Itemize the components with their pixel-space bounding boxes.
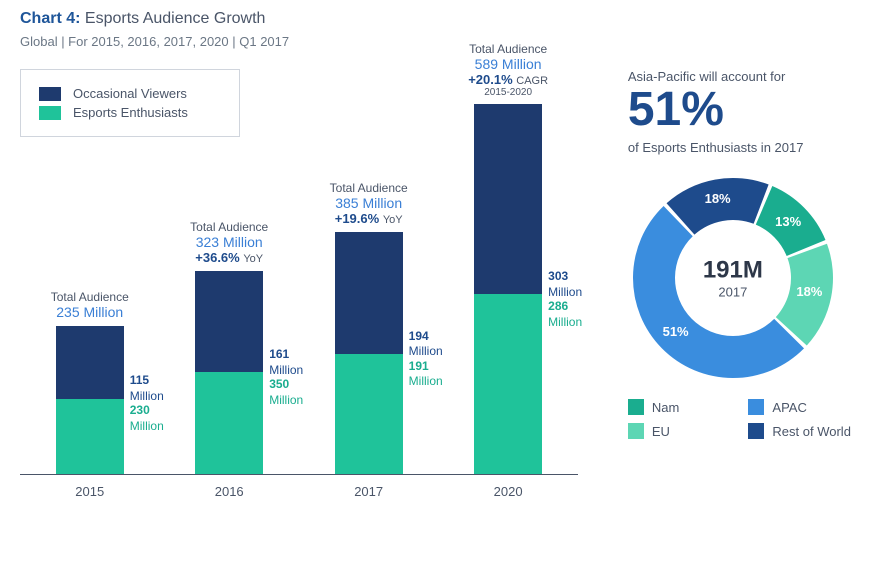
bar-segment-enthusiast <box>195 372 263 474</box>
donut-center-year: 2017 <box>703 285 763 300</box>
bar-stack: Total Audience323 Million+36.6% YoY161Mi… <box>195 271 263 474</box>
donut-headline-pre: Asia-Pacific will account for <box>628 69 857 84</box>
donut-headline-sub: of Esports Enthusiasts in 2017 <box>628 140 857 155</box>
donut-legend-swatch-apac <box>748 399 764 415</box>
bar-column: Total Audience235 Million115Million230Mi… <box>20 104 159 474</box>
donut-legend-label-eu: EU <box>652 424 670 439</box>
donut-legend-item-row: Rest of World <box>748 423 857 439</box>
bar-column: Total Audience385 Million+19.6% YoY194Mi… <box>299 104 438 474</box>
donut-legend-item-eu: EU <box>628 423 737 439</box>
bar-stack: Total Audience235 Million115Million230Mi… <box>56 326 124 474</box>
bar-column: Total Audience323 Million+36.6% YoY161Mi… <box>159 104 298 474</box>
bar-plot-area: Total Audience235 Million115Million230Mi… <box>20 79 598 499</box>
bar-chart-panel: Occasional Viewers Esports Enthusiasts T… <box>20 69 598 499</box>
bar-value-enthusiast: 286Million <box>548 299 608 330</box>
donut-center-value: 191M <box>703 257 763 285</box>
bar-segment-occasional <box>474 104 542 294</box>
donut-panel: Asia-Pacific will account for 51% of Esp… <box>628 69 857 499</box>
bar-stack: Total Audience385 Million+19.6% YoY194Mi… <box>335 232 403 474</box>
year-label: 2016 <box>159 484 298 499</box>
donut-slice-label-row: 18% <box>705 191 731 206</box>
donut-legend-item-apac: APAC <box>748 399 857 415</box>
donut-slice-label-nam: 13% <box>775 214 801 229</box>
donut-chart: 191M 2017 13% 18% 51% 18% <box>628 173 838 383</box>
donut-legend-swatch-row <box>748 423 764 439</box>
donut-legend-swatch-nam <box>628 399 644 415</box>
donut-headline-pct: 51% <box>628 86 857 134</box>
year-label: 2015 <box>20 484 159 499</box>
bar-column: Total Audience589 Million+20.1% CAGR2015… <box>438 104 577 474</box>
donut-slice-label-eu: 18% <box>796 284 822 299</box>
legend-label-occasional: Occasional Viewers <box>73 86 187 101</box>
legend-label-enthusiast: Esports Enthusiasts <box>73 105 188 120</box>
donut-legend-label-nam: Nam <box>652 400 679 415</box>
bar-legend: Occasional Viewers Esports Enthusiasts <box>20 69 240 137</box>
chart-number: Chart 4: <box>20 10 80 27</box>
bar-value-occasional: 303Million <box>548 269 608 300</box>
legend-swatch-occasional <box>39 87 61 101</box>
donut-legend: Nam APAC EU Rest of World <box>628 399 857 439</box>
bar-segment-occasional <box>195 271 263 372</box>
year-label: 2020 <box>438 484 577 499</box>
legend-item-enthusiast: Esports Enthusiasts <box>39 105 221 120</box>
donut-center: 191M 2017 <box>703 257 763 300</box>
bar-stack: Total Audience589 Million+20.1% CAGR2015… <box>474 104 542 474</box>
main-content: Occasional Viewers Esports Enthusiasts T… <box>20 69 857 499</box>
donut-legend-label-row: Rest of World <box>772 424 851 439</box>
legend-swatch-enthusiast <box>39 106 61 120</box>
bar-segment-enthusiast <box>474 294 542 474</box>
bar-segment-enthusiast <box>335 354 403 474</box>
bar-top-labels: Total Audience323 Million+36.6% YoY <box>149 220 309 265</box>
x-axis <box>20 474 578 475</box>
x-axis-labels: 2015201620172020 <box>20 484 578 499</box>
legend-item-occasional: Occasional Viewers <box>39 86 221 101</box>
bar-segment-occasional <box>335 232 403 354</box>
chart-title: Esports Audience Growth <box>85 10 266 27</box>
donut-legend-item-nam: Nam <box>628 399 737 415</box>
year-label: 2017 <box>299 484 438 499</box>
donut-legend-swatch-eu <box>628 423 644 439</box>
donut-slice-label-apac: 51% <box>663 324 689 339</box>
donut-legend-label-apac: APAC <box>772 400 806 415</box>
bars-row: Total Audience235 Million115Million230Mi… <box>20 104 578 474</box>
bar-top-labels: Total Audience235 Million <box>10 290 170 320</box>
bar-top-labels: Total Audience589 Million+20.1% CAGR2015… <box>428 42 588 98</box>
bar-segment-occasional <box>56 326 124 398</box>
bar-segment-enthusiast <box>56 399 124 474</box>
bar-top-labels: Total Audience385 Million+19.6% YoY <box>289 181 449 226</box>
